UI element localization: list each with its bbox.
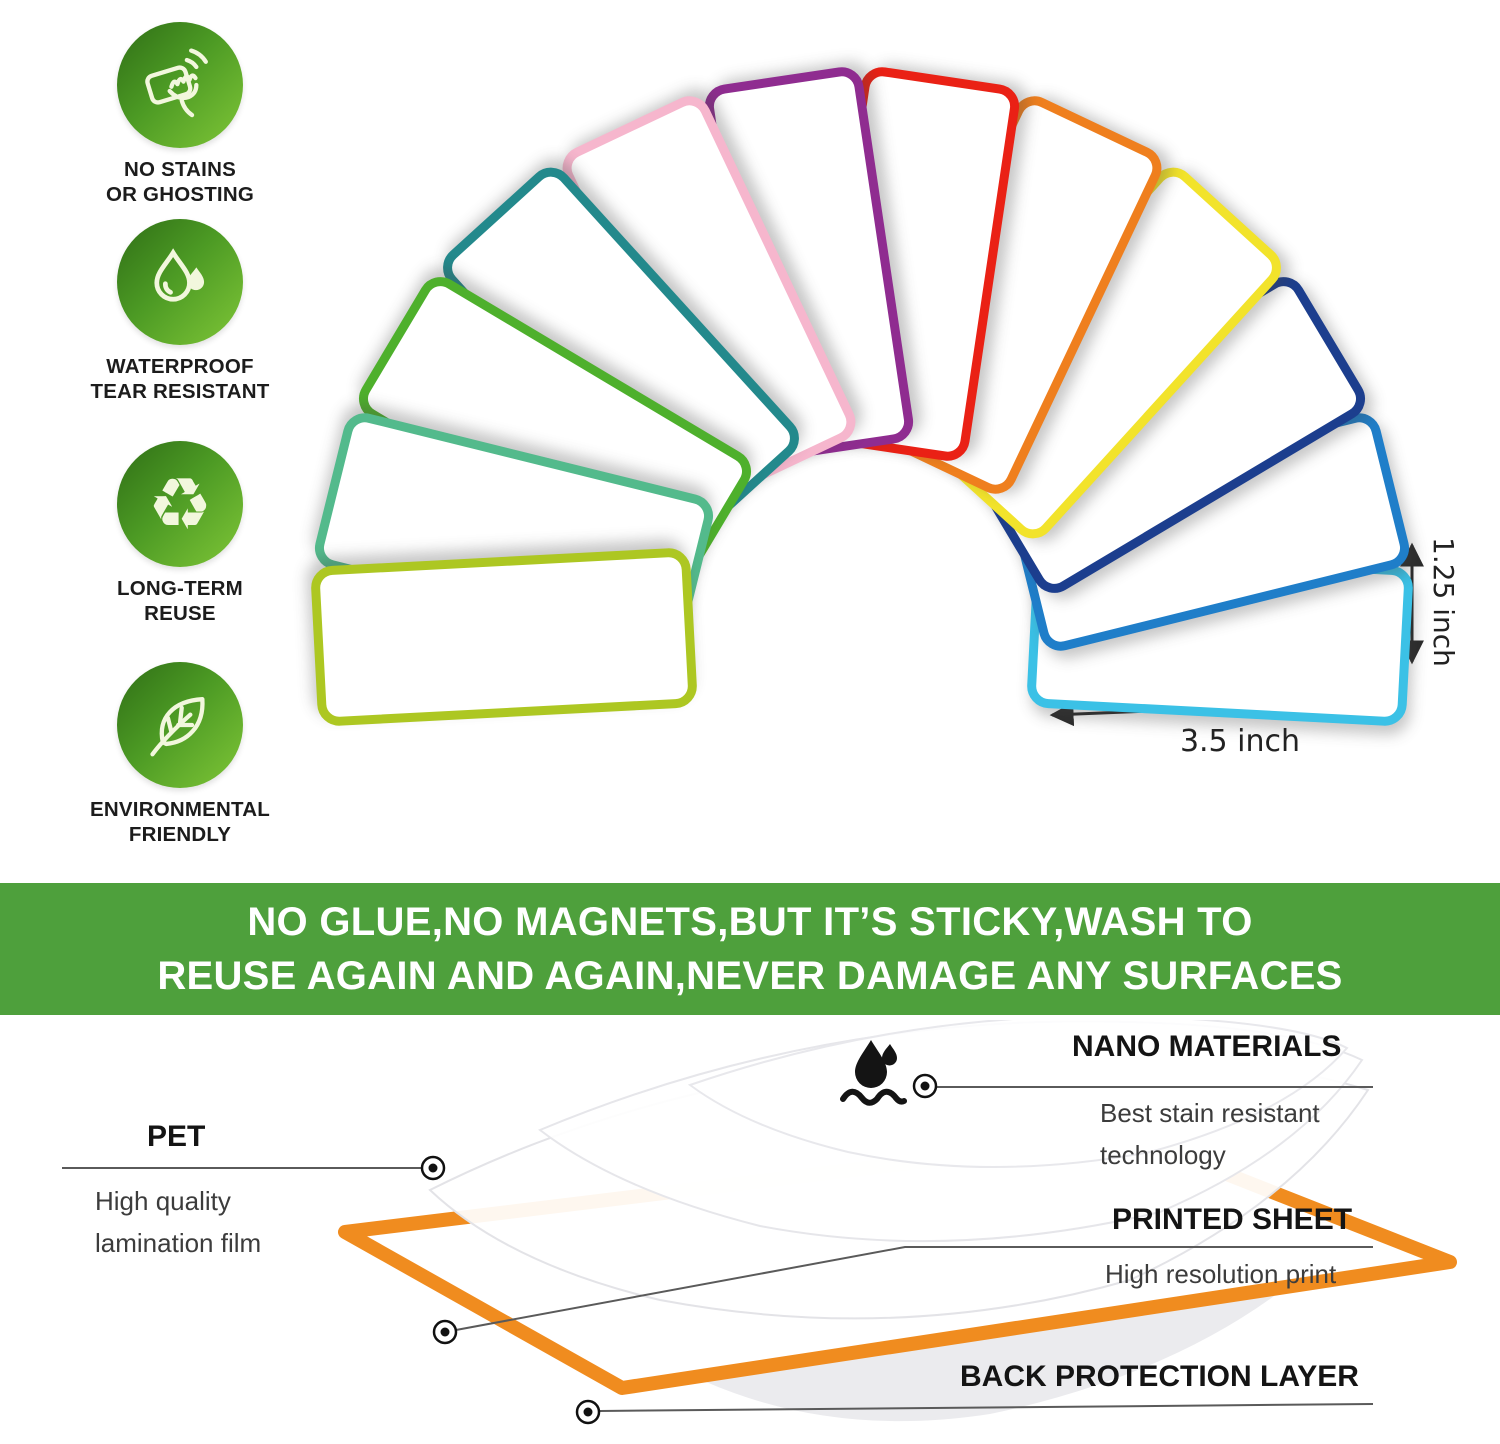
layers-diagram: [62, 1020, 1457, 1425]
feature-label: WATERPROOF TEAR RESISTANT: [58, 354, 302, 404]
claim-banner: NO GLUE,NO MAGNETS,BUT IT’S STICKY,WASH …: [0, 883, 1500, 1015]
feature-label-line: OR GHOSTING: [106, 183, 254, 206]
feature-label-line: ENVIRONMENTAL: [90, 798, 270, 821]
feature-long-term-reuse: ♻ LONG-TERM REUSE: [58, 441, 302, 626]
feature-waterproof: WATERPROOF TEAR RESISTANT: [58, 219, 302, 404]
banner-line-1: NO GLUE,NO MAGNETS,BUT IT’S STICKY,WASH …: [247, 899, 1253, 944]
banner-line-2: REUSE AGAIN AND AGAIN,NEVER DAMAGE ANY S…: [157, 953, 1343, 998]
feature-label-line: FRIENDLY: [128, 823, 232, 846]
pet-film-sheet: [687, 1020, 1349, 1168]
printed-sheet-title: PRINTED SHEET: [1112, 1203, 1353, 1236]
pet-desc-line: lamination film: [95, 1228, 262, 1258]
feature-label-line: REUSE: [144, 602, 216, 625]
nano-desc-line: technology: [1100, 1140, 1226, 1170]
back-protection-title: BACK PROTECTION LAYER: [960, 1360, 1359, 1393]
leaf-icon: [117, 662, 243, 788]
callout-lines: [62, 1086, 1374, 1412]
eraser-wipe-icon: [117, 22, 243, 148]
label-card-lime: [310, 546, 699, 727]
feature-label: LONG-TERM REUSE: [58, 576, 302, 626]
nano-desc-line: Best stain resistant: [1100, 1098, 1320, 1128]
callout-markers: [420, 1073, 938, 1425]
feature-no-stains: NO STAINS OR GHOSTING: [58, 22, 302, 207]
printed-desc-line: High resolution print: [1105, 1259, 1337, 1289]
water-drops-icon: [117, 219, 243, 345]
pet-desc-line: High quality: [95, 1186, 231, 1216]
recycle-icon: ♻: [117, 441, 243, 567]
feature-label-line: TEAR RESISTANT: [90, 380, 270, 403]
feature-label: NO STAINS OR GHOSTING: [58, 157, 302, 207]
feature-label-line: NO STAINS: [124, 158, 236, 181]
printed-sheet-desc: High resolution print: [1105, 1253, 1336, 1295]
recycle-glyph: ♻: [147, 462, 213, 546]
feature-label-line: WATERPROOF: [106, 355, 254, 378]
feature-environmental: ENVIRONMENTAL FRIENDLY: [58, 662, 302, 847]
pet-desc: High quality lamination film: [95, 1180, 261, 1264]
stain-resistant-drop-icon: [840, 1040, 907, 1106]
feature-label: ENVIRONMENTAL FRIENDLY: [58, 797, 302, 847]
height-dimension-label: 1.25 inch: [1427, 537, 1460, 667]
feature-label-line: LONG-TERM: [117, 577, 243, 600]
pet-title: PET: [147, 1120, 206, 1153]
width-dimension-label: 3.5 inch: [1179, 724, 1301, 759]
nano-materials-title: NANO MATERIALS: [1072, 1030, 1342, 1063]
nano-materials-desc: Best stain resistant technology: [1100, 1092, 1320, 1176]
